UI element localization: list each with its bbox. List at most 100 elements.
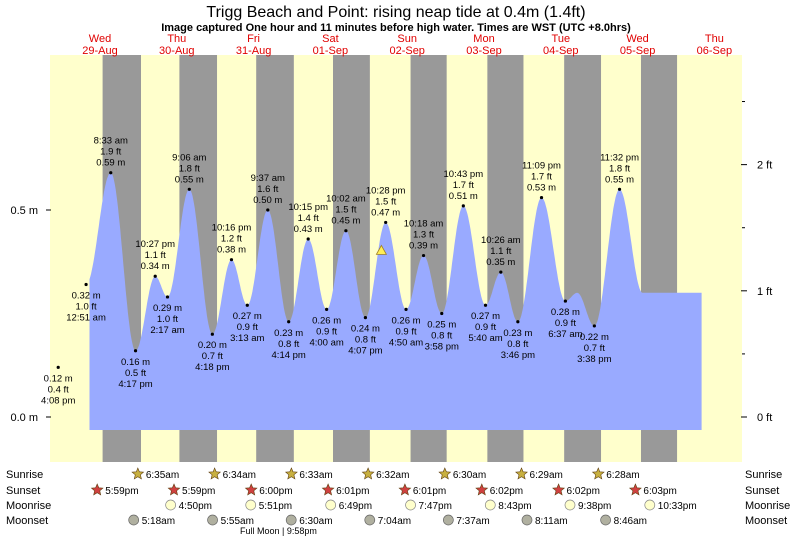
tide-time: 3:38 pm — [577, 354, 611, 365]
tide-time: 8:33 am — [94, 136, 128, 147]
tide-feet: 0.7 ft — [584, 343, 605, 354]
tide-feet: 1.4 ft — [298, 213, 319, 224]
day-weekday: Thu — [705, 33, 724, 45]
tide-metres: 0.38 m — [217, 245, 246, 256]
sunrise-time: 6:32am — [376, 470, 409, 481]
sunrise-icon — [361, 467, 375, 480]
tide-metres: 0.23 m — [503, 328, 532, 339]
sun-moon-rows: Sunrise Sunrise Sunset Sunset Moonrise Moonri… — [6, 467, 790, 536]
moonset-icon — [442, 514, 454, 526]
tide-point — [229, 258, 234, 262]
tide-point — [84, 282, 88, 287]
tide-time: 9:06 am — [172, 152, 206, 163]
sunset-icon — [475, 483, 489, 496]
tide-feet: 0.4 ft — [48, 384, 69, 395]
tide-time: 10:16 pm — [212, 223, 252, 234]
day-date: 30-Aug — [159, 45, 194, 57]
moonset-time: 8:11am — [535, 516, 568, 527]
tide-feet: 0.9 ft — [237, 322, 258, 333]
tide-time: 5:40 am — [468, 333, 502, 344]
tide-time: 10:26 am — [481, 235, 521, 246]
sunset-time: 5:59pm — [105, 486, 138, 497]
moonrise-icon — [245, 499, 257, 511]
tide-feet: 1.1 ft — [145, 250, 166, 261]
tide-feet: 1.5 ft — [375, 196, 396, 207]
sunrise-time: 6:33am — [299, 470, 332, 481]
tide-metres: 0.39 m — [409, 241, 438, 252]
day-labels: Wed29-AugThu30-AugFri31-AugSat01-SepSun0… — [82, 33, 732, 57]
moonset-time: 5:55am — [221, 516, 254, 527]
moonset-icon — [600, 514, 611, 526]
tide-point — [440, 311, 444, 316]
right-tick-label: 0 ft — [757, 412, 772, 424]
tide-point — [539, 195, 544, 200]
moonrise-icon — [644, 499, 656, 511]
tide-curve — [89, 172, 702, 431]
sunset-icon — [628, 483, 642, 496]
tide-point — [344, 229, 348, 233]
tide-point — [592, 324, 596, 328]
tide-time: 6:37 am — [548, 329, 582, 340]
tide-metres: 0.27 m — [233, 311, 262, 322]
sunrise-icon — [131, 467, 145, 480]
row-label-right: Moonrise — [745, 500, 790, 512]
tide-point — [363, 316, 368, 320]
tide-feet: 0.8 ft — [278, 339, 299, 350]
tide-time: 9:37 am — [251, 173, 285, 184]
day-weekday: Wed — [89, 33, 111, 45]
tide-feet: 1.7 ft — [531, 172, 552, 183]
tide-feet: 1.0 ft — [157, 314, 178, 325]
tide-feet: 0.5 ft — [125, 368, 146, 379]
sunrise-icon — [284, 467, 298, 480]
day-weekday: Fri — [247, 33, 260, 45]
tide-metres: 0.25 m — [427, 320, 456, 331]
tide-metres: 0.47 m — [371, 207, 400, 218]
moonrise-icon — [165, 499, 176, 511]
day-date: 04-Sep — [543, 45, 578, 57]
tide-metres: 0.26 m — [392, 315, 421, 326]
row-label-left: Moonset — [6, 515, 48, 527]
tide-point — [421, 253, 426, 258]
tide-time: 3:46 pm — [501, 350, 535, 361]
tide-point — [404, 307, 408, 311]
tide-time: 10:18 am — [404, 219, 444, 230]
sunset-icon — [398, 483, 412, 496]
row-label-left: Sunset — [6, 485, 40, 497]
tide-time: 3:13 am — [230, 333, 264, 344]
sunset-time: 6:03pm — [643, 486, 676, 497]
page-title: Trigg Beach and Point: rising neap tide … — [206, 4, 585, 21]
tide-metres: 0.16 m — [121, 357, 150, 368]
tide-point — [133, 349, 138, 353]
tide-time: 4:07 pm — [348, 346, 382, 357]
current-level-marker — [375, 244, 388, 255]
full-moon-note: Full Moon | 9:58pm — [240, 526, 317, 536]
tide-point — [516, 320, 520, 324]
tide-point — [499, 270, 503, 274]
tide-metres: 0.12 m — [44, 373, 73, 384]
day-weekday: Sun — [397, 33, 417, 45]
moonset-icon — [128, 514, 140, 526]
moonset-icon — [285, 514, 297, 526]
sunrise-time: 6:34am — [223, 470, 256, 481]
tide-metres: 0.22 m — [580, 332, 609, 343]
moonrise-time: 7:47pm — [419, 501, 452, 512]
tide-metres: 0.35 m — [486, 257, 515, 268]
tide-metres: 0.43 m — [294, 224, 323, 235]
sunrise-icon — [438, 467, 452, 480]
tide-time: 10:15 pm — [288, 202, 328, 213]
sunset-time: 5:59pm — [182, 486, 215, 497]
tide-metres: 0.51 m — [449, 191, 478, 202]
tide-feet: 0.7 ft — [202, 351, 223, 362]
moonset-time: 8:46am — [614, 516, 647, 527]
tide-point — [165, 295, 170, 299]
tide-point — [245, 303, 249, 307]
tide-feet: 1.3 ft — [413, 230, 434, 241]
sunrise-icon — [591, 467, 605, 480]
day-date: 29-Aug — [82, 45, 117, 57]
tide-time: 4:17 pm — [118, 379, 152, 390]
day-weekday: Wed — [626, 33, 648, 45]
day-date: 31-Aug — [236, 45, 271, 57]
tide-time: 10:43 pm — [444, 169, 484, 180]
moonset-icon — [521, 514, 533, 526]
